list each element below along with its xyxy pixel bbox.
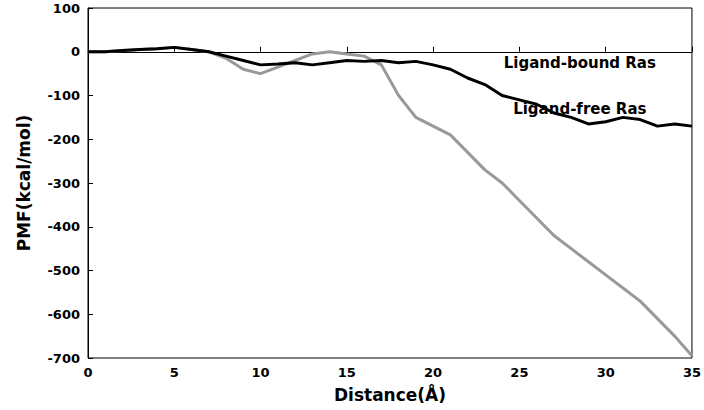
svg-text:20: 20: [424, 365, 442, 380]
svg-text:10: 10: [252, 365, 270, 380]
svg-text:-500: -500: [47, 263, 80, 278]
svg-text:100: 100: [53, 1, 80, 16]
svg-text:Ligand-free Ras: Ligand-free Ras: [513, 100, 646, 118]
svg-text:0: 0: [83, 365, 92, 380]
svg-text:-700: -700: [47, 351, 80, 366]
svg-text:30: 30: [597, 365, 615, 380]
svg-text:15: 15: [338, 365, 356, 380]
svg-text:0: 0: [71, 44, 80, 59]
svg-text:5: 5: [170, 365, 179, 380]
svg-text:-200: -200: [47, 132, 80, 147]
svg-text:-600: -600: [47, 307, 80, 322]
svg-text:-300: -300: [47, 176, 80, 191]
svg-text:25: 25: [510, 365, 528, 380]
svg-text:-100: -100: [47, 88, 80, 103]
svg-text:Ligand-bound Ras: Ligand-bound Ras: [504, 54, 656, 72]
svg-text:Distance(Å): Distance(Å): [334, 383, 446, 405]
svg-text:35: 35: [683, 365, 701, 380]
svg-text:PMF(kcal/mol): PMF(kcal/mol): [14, 115, 34, 252]
svg-text:-400: -400: [47, 219, 80, 234]
